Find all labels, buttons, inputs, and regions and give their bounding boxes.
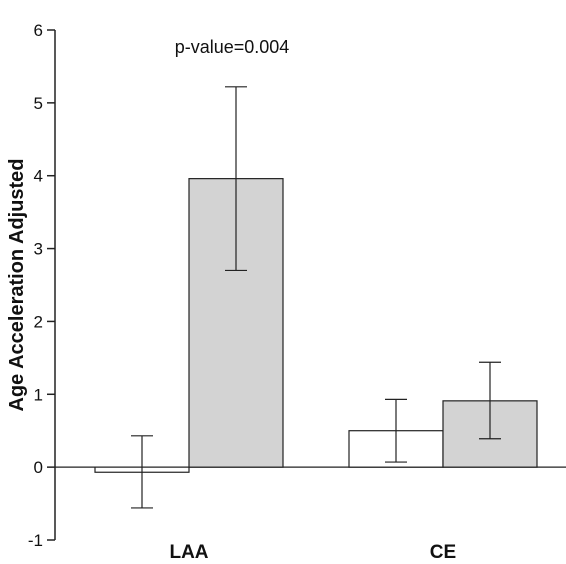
- bars: [94, 178, 538, 473]
- y-tick-label: 0: [34, 458, 43, 477]
- y-tick-label: 3: [34, 240, 43, 259]
- y-axis-ticks: -1 0 1 2 3 4 5 6: [28, 21, 55, 550]
- y-tick-label: 2: [34, 312, 43, 331]
- y-tick-label: -1: [28, 531, 43, 550]
- category-label-laa: LAA: [169, 542, 208, 563]
- y-tick-label: 5: [34, 94, 43, 113]
- y-tick-label: 1: [34, 385, 43, 404]
- p-value-annotation: p-value=0.004: [175, 37, 290, 57]
- error-bars: [131, 86, 501, 509]
- y-tick-label: 4: [34, 167, 43, 186]
- y-axis-title: Age Acceleration Adjusted: [6, 158, 28, 411]
- category-label-ce: CE: [430, 542, 456, 563]
- y-tick-label: 6: [34, 21, 43, 40]
